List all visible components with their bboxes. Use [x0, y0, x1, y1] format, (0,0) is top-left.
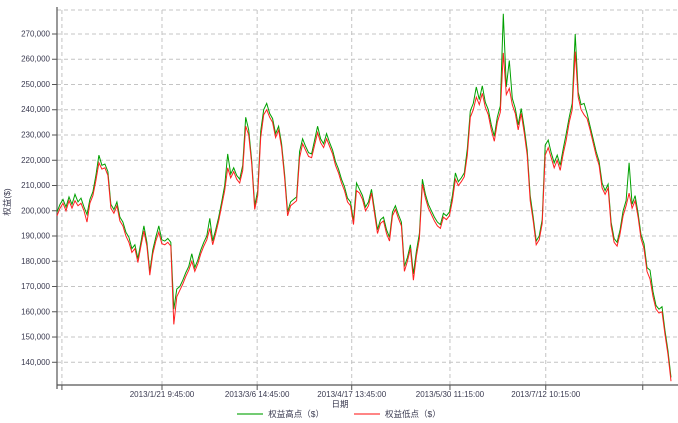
y-tick-label: 270,000	[21, 29, 50, 38]
y-tick-label: 180,000	[21, 257, 50, 266]
series-line-equity-low	[56, 51, 672, 382]
x-tick-label: 2013/4/17 13:45:00	[317, 390, 387, 399]
y-tick-label: 140,000	[21, 358, 50, 367]
y-tick-label: 220,000	[21, 156, 50, 165]
y-tick-label: 210,000	[21, 181, 50, 190]
legend-item-equity-high: 权益高点（$）	[237, 408, 324, 420]
legend-item-equity-low: 权益低点（$）	[354, 408, 441, 420]
y-tick-label: 170,000	[21, 282, 50, 291]
gridlines	[57, 9, 678, 385]
y-tick-label: 240,000	[21, 105, 50, 114]
y-tick-label: 190,000	[21, 232, 50, 241]
axes	[52, 7, 678, 390]
y-tick-label: 150,000	[21, 333, 50, 342]
series-line-equity-high	[56, 13, 672, 378]
y-tick-label: 260,000	[21, 55, 50, 64]
y-axis-title: 权益($)	[2, 188, 12, 216]
y-tick-label: 230,000	[21, 131, 50, 140]
tick-labels: 140,000 150,000 160,000 170,000 180,000 190,0…	[21, 29, 581, 399]
legend: 权益高点（$） 权益低点（$）	[0, 408, 678, 420]
legend-label-equity-low: 权益低点（$）	[385, 409, 441, 419]
x-axis-title: 日期	[331, 399, 348, 409]
series-lines	[56, 13, 672, 382]
legend-label-equity-high: 权益高点（$）	[268, 409, 324, 419]
x-tick-label: 2013/5/30 11:15:00	[416, 390, 485, 399]
equity-high-line-swatch	[237, 413, 264, 415]
equity-low-line-swatch	[354, 413, 380, 415]
y-tick-label: 160,000	[21, 307, 50, 316]
x-tick-label: 2013/3/6 14:45:00	[225, 390, 290, 399]
x-tick-label: 2013/1/21 9:45:00	[130, 390, 195, 399]
y-tick-label: 250,000	[21, 80, 50, 89]
x-tick-label: 2013/7/12 10:15:00	[511, 390, 581, 399]
y-tick-label: 200,000	[21, 206, 50, 215]
